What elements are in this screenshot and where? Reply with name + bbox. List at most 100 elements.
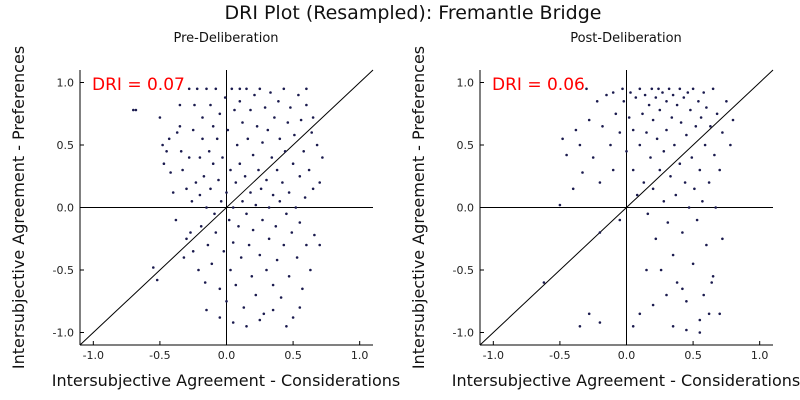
scatter-point [267, 206, 271, 209]
scatter-point [685, 300, 688, 303]
x-tick-label: 0.0 [618, 349, 636, 362]
scatter-point [305, 243, 308, 247]
scatter-point [669, 175, 672, 178]
y-tick-label: -0.5 [53, 264, 74, 277]
scatter-point [683, 181, 687, 184]
scatter-point [713, 153, 716, 157]
scatter-point [318, 243, 322, 247]
dri-annotation: DRI = 0.07 [92, 75, 185, 95]
scatter-point [622, 100, 626, 103]
scatter-point [277, 100, 280, 103]
scatter-point [201, 116, 204, 119]
scatter-point [303, 196, 307, 199]
scatter-point [587, 118, 591, 122]
scatter-point [598, 181, 602, 184]
scatter-point [698, 331, 702, 334]
scatter-point [631, 325, 635, 328]
scatter-point [681, 231, 684, 234]
scatter-point [250, 275, 254, 278]
x-tick-label: 1.0 [751, 349, 769, 362]
scatter-point [687, 206, 691, 209]
scatter-point [247, 243, 251, 247]
scatter-point [294, 206, 298, 209]
scatter-point [251, 228, 255, 232]
scatter-point [230, 87, 234, 91]
scatter-point [211, 125, 215, 128]
scatter-point [618, 131, 622, 134]
scatter-point [650, 87, 654, 91]
y-tick-label: 0.0 [57, 202, 75, 215]
scatter-point [675, 281, 679, 284]
scatter-point [654, 237, 658, 241]
scatter-point [202, 175, 206, 178]
scatter-point [587, 312, 591, 316]
scatter-point [223, 96, 227, 99]
scatter-point [234, 283, 238, 287]
scatter-point [691, 87, 695, 91]
dri-annotation: DRI = 0.06 [492, 75, 585, 95]
scatter-point [259, 187, 263, 191]
scatter-point [686, 91, 690, 94]
scatter-point [558, 203, 562, 207]
scatter-point [705, 106, 708, 109]
scatter-point [234, 181, 238, 184]
scatter-point [134, 108, 138, 112]
scatter-point [674, 193, 678, 197]
scatter-point [211, 162, 215, 165]
scatter-point [693, 187, 696, 191]
scatter-point [671, 93, 675, 97]
scatter-point [261, 218, 264, 222]
scatter-point [641, 112, 644, 116]
scatter-point [598, 231, 602, 234]
scatter-point [191, 128, 195, 132]
scatter-point [238, 100, 242, 103]
scatter-point [678, 87, 682, 91]
x-tick-label: 0.5 [684, 349, 702, 362]
scatter-point [651, 187, 655, 191]
scatter-point [295, 256, 299, 259]
scatter-point [219, 200, 223, 203]
scatter-point [213, 212, 216, 216]
scatter-point [207, 150, 211, 153]
scatter-point [315, 143, 319, 147]
scatter-point [297, 93, 300, 97]
scatter-point [705, 243, 708, 247]
scatter-point [699, 116, 703, 119]
scatter-point [233, 108, 236, 112]
scatter-point [218, 287, 222, 291]
scatter-point [667, 87, 671, 91]
scatter-point [305, 103, 308, 107]
scatter-point [278, 200, 282, 203]
scatter-point [635, 193, 639, 197]
scatter-point [287, 275, 291, 278]
scatter-point [258, 87, 262, 91]
scatter-point [647, 103, 651, 107]
y-axis-label: Intersubjective Agreement - Preferences [409, 46, 428, 369]
panel-subtitle: Pre-Deliberation [173, 31, 278, 46]
scatter-point [611, 168, 615, 172]
scatter-point [201, 137, 204, 141]
y-tick-label: 0.5 [457, 139, 475, 152]
scatter-point [221, 156, 224, 159]
scatter-point [215, 137, 219, 141]
scatter-point [321, 156, 324, 159]
scatter-point [187, 87, 191, 91]
scatter-point [643, 93, 647, 97]
figure-title: DRI Plot (Resampled): Fremantle Bridge [225, 2, 602, 24]
scatter-point [237, 225, 240, 228]
y-tick-label: -0.5 [453, 264, 474, 277]
scatter-point [229, 168, 232, 172]
scatter-point [198, 193, 202, 197]
scatter-point [631, 128, 635, 132]
scatter-point [241, 200, 244, 203]
scatter-point [654, 96, 658, 99]
scatter-point [609, 143, 612, 147]
scatter-point [298, 221, 302, 224]
x-tick-label: 1.0 [351, 349, 369, 362]
scatter-point [291, 162, 295, 165]
y-tick-label: 0.5 [57, 139, 75, 152]
scatter-point [193, 103, 196, 107]
scatter-point [561, 137, 564, 141]
scatter-point [638, 87, 642, 91]
scatter-point [261, 141, 264, 144]
